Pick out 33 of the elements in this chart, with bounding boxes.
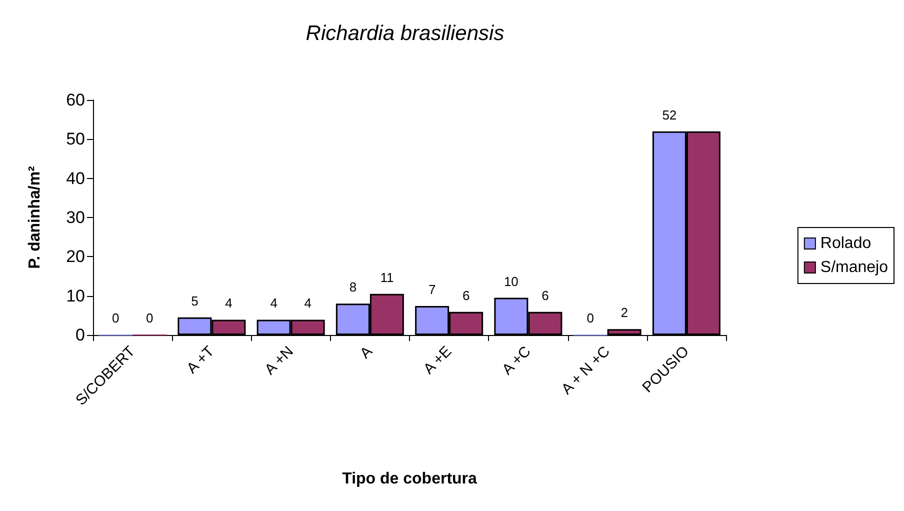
x-tick-label: A <box>356 342 376 362</box>
y-axis-title: P. daninha/m² <box>26 166 44 269</box>
data-label: 10 <box>504 274 518 289</box>
y-tick-label: 20 <box>66 247 85 266</box>
legend-label: Rolado <box>820 235 872 252</box>
data-label: 0 <box>586 310 594 326</box>
y-tick-label: 30 <box>66 208 85 227</box>
x-tick-label: A +E <box>420 342 456 378</box>
x-tick-label: A +T <box>184 342 218 378</box>
data-label: 4 <box>304 296 312 311</box>
data-label: 7 <box>428 282 436 298</box>
data-label: 0 <box>112 310 120 326</box>
data-label: 4 <box>225 296 232 311</box>
data-label: 5 <box>191 293 198 308</box>
data-label: 8 <box>349 280 357 295</box>
x-axis-title: Tipo de cobertura <box>342 470 478 488</box>
legend-label: S/manejo <box>820 259 888 276</box>
data-label: 52 <box>662 107 677 122</box>
y-tick-label: 50 <box>66 130 85 149</box>
data-label: 11 <box>380 270 394 285</box>
chart-title: Richardia brasiliensis <box>306 22 505 45</box>
y-tick-label: 10 <box>66 286 85 306</box>
data-label: 4 <box>270 296 278 311</box>
y-tick-label: 0 <box>76 326 85 344</box>
data-label: 2 <box>620 305 628 320</box>
data-label: 0 <box>146 310 154 326</box>
x-tick-label: A +N <box>262 342 297 378</box>
y-tick-label: 40 <box>66 168 85 188</box>
y-tick-label: 60 <box>66 90 85 110</box>
x-tick-label: A +C <box>498 342 534 378</box>
data-label: 6 <box>542 288 549 303</box>
data-label: 6 <box>462 288 470 303</box>
x-tick-label: A + N +C <box>558 342 614 398</box>
